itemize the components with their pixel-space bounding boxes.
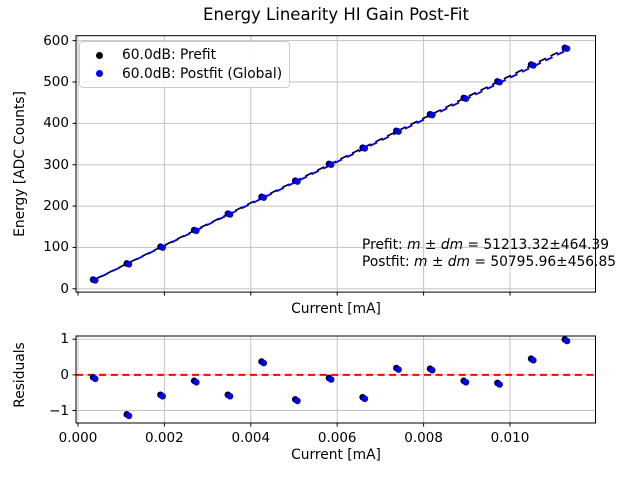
bottom-xaxis-label: Current [mA]	[291, 447, 381, 463]
top-xaxis-label: Current [mA]	[291, 301, 381, 317]
top-yaxis-label: Energy [ADC Counts]	[12, 91, 28, 237]
prefit-label: Prefit:	[362, 237, 408, 253]
prefit-value: = 51213.32±464.39	[463, 237, 610, 253]
postfit-fit-text: Postfit: m ± dm = 50795.96±456.85	[362, 254, 616, 271]
xtick-label: 0.008	[404, 429, 443, 446]
postfit-dot-icon	[96, 70, 103, 78]
legend-item-prefit: 60.0dB: Prefit	[80, 46, 289, 65]
postfit-math: m ± dm	[414, 254, 470, 270]
xtick-label: 0.004	[231, 429, 271, 446]
ytick-label: 500	[43, 74, 69, 91]
postfit-label: Postfit:	[362, 254, 415, 270]
prefit-math: m ± dm	[407, 237, 464, 253]
prefit-dot-icon	[96, 51, 103, 59]
xtick-label: 0.002	[145, 429, 184, 446]
ytick-label: −1	[49, 402, 69, 419]
prefit-fit-text: Prefit: m ± dm = 51213.32±464.39	[362, 237, 616, 254]
xtick-label: 0.006	[317, 429, 357, 446]
chart-title: Energy Linearity HI Gain Post-Fit	[203, 5, 469, 24]
legend-item-postfit: 60.0dB: Postfit (Global)	[80, 65, 289, 84]
ytick-label: 0	[60, 366, 69, 383]
ytick-label: 200	[43, 198, 69, 215]
ytick-label: 300	[43, 156, 69, 173]
xtick-label: 0.000	[58, 429, 98, 446]
postfit-value: = 50795.96±456.85	[470, 254, 616, 270]
ytick-label: 0	[60, 280, 69, 297]
legend-label-postfit: 60.0dB: Postfit (Global)	[122, 65, 283, 82]
legend-label-prefit: 60.0dB: Prefit	[122, 47, 217, 64]
ytick-label: 100	[43, 239, 69, 256]
ytick-label: 600	[43, 32, 69, 49]
fit-annotation: Prefit: m ± dm = 51213.32±464.39 Postfit…	[362, 237, 616, 271]
xtick-label: 0.010	[490, 429, 530, 446]
ytick-label: 1	[60, 331, 69, 348]
legend: 60.0dB: Prefit 60.0dB: Postfit (Global)	[79, 41, 290, 88]
bottom-yaxis-label: Residuals	[12, 342, 28, 408]
ytick-label: 400	[43, 115, 69, 132]
